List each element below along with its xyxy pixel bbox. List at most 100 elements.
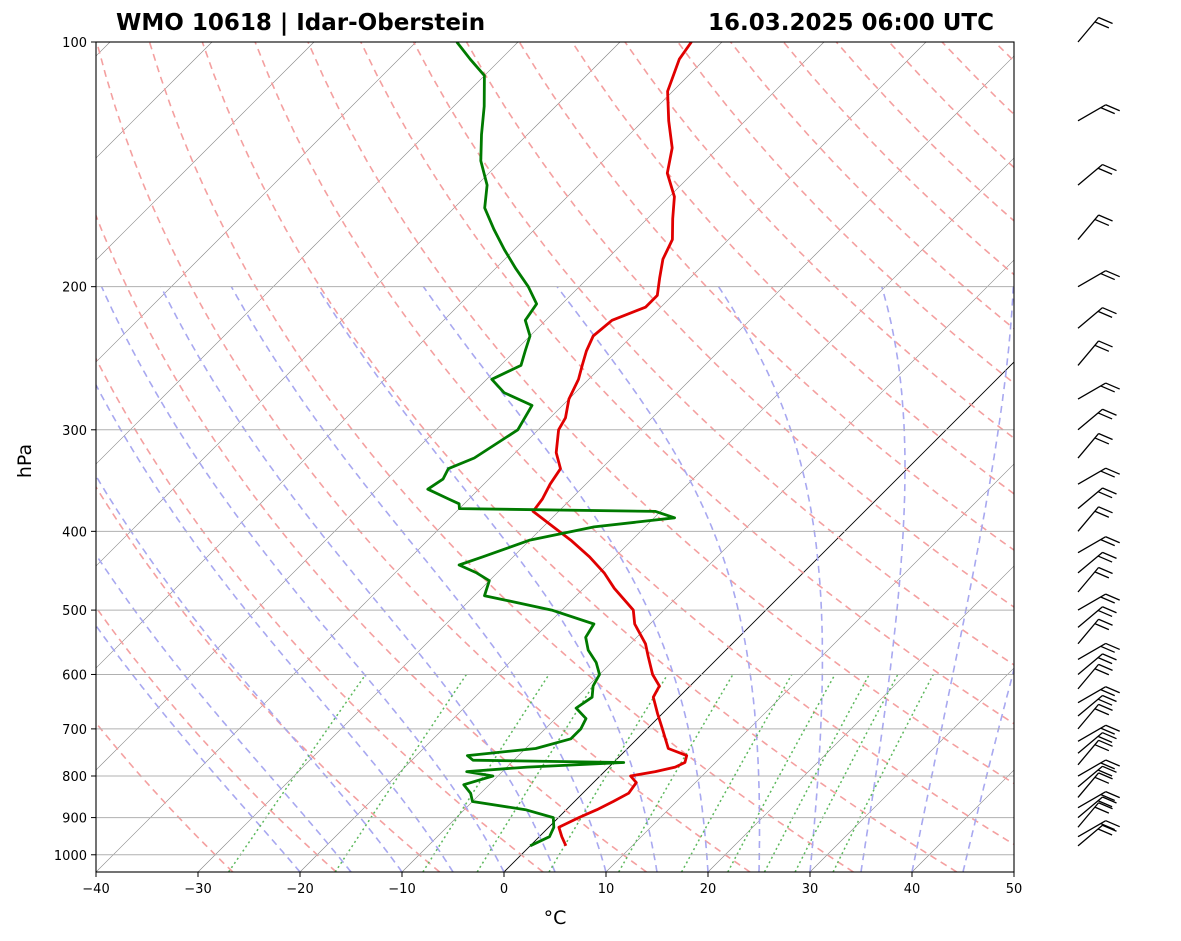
barb-flag: [1100, 689, 1115, 697]
y-tick-label: 900: [62, 812, 87, 827]
y-tick-label: 800: [62, 770, 87, 785]
moist-adiabat: [422, 286, 709, 872]
wind-barb: [1077, 16, 1113, 43]
barb-flag: [1102, 551, 1117, 559]
barb-flag: [1102, 824, 1117, 832]
barb-flag: [1094, 344, 1110, 352]
barb-flag: [1098, 16, 1113, 25]
wind-barb: [1077, 270, 1120, 288]
dry-adiabat: [360, 42, 1014, 725]
dry-adiabat: [201, 42, 958, 872]
wind-barb: [1077, 802, 1113, 828]
dry-adiabat: [624, 42, 1014, 440]
barb-flag: [1098, 703, 1113, 711]
barb-flag: [1100, 793, 1115, 802]
moist-adiabat: [96, 624, 301, 872]
chart-title: WMO 10618 | Idar-Oberstein: [116, 10, 485, 36]
barb-flag: [1098, 663, 1113, 671]
barb-flag: [1105, 791, 1120, 799]
x-tick-label: −40: [82, 882, 109, 897]
x-tick-label: 10: [598, 882, 615, 897]
barb-flag: [1097, 698, 1113, 706]
barb-flag: [1105, 724, 1120, 732]
dry-adiabat: [518, 42, 1014, 552]
plot-frame: [95, 41, 1015, 873]
barb-flag: [1098, 772, 1113, 780]
wind-barb: [1077, 820, 1120, 838]
wind-barb: [1077, 104, 1120, 122]
wind-barb: [1077, 163, 1117, 186]
barb-flag: [1094, 623, 1110, 631]
x-tick-label: −10: [388, 882, 415, 897]
moist-adiabat: [911, 286, 1014, 872]
dry-adiabat: [96, 356, 544, 872]
moist-adiabat: [556, 286, 761, 872]
wind-barb: [1077, 432, 1113, 459]
barb-flag: [1097, 167, 1113, 175]
isotherm: [707, 565, 1014, 872]
y-tick-label: 1000: [54, 849, 87, 864]
barb-flag: [1105, 642, 1120, 651]
isotherm: [96, 42, 621, 567]
isotherm: [197, 55, 1014, 872]
y-tick-label: 100: [62, 36, 87, 51]
x-axis: −40 −30 −20 −10 0 10 20 30 40 50: [82, 872, 1022, 897]
barb-flag: [1094, 218, 1110, 227]
barb-flag: [1105, 593, 1120, 601]
barb-flag: [1102, 487, 1117, 495]
isotherm: [96, 42, 825, 771]
mixing-ratio-line: [727, 674, 836, 872]
wind-barb: [1077, 214, 1113, 240]
barb-flag: [1098, 506, 1113, 514]
y-axis-label: hPa: [14, 444, 36, 478]
wind-barb: [1077, 732, 1117, 754]
barb-flag: [1105, 820, 1120, 828]
barb-flag: [1097, 828, 1113, 836]
wind-barb: [1077, 686, 1120, 704]
wind-barb: [1077, 506, 1113, 532]
barb-flag: [1098, 340, 1113, 348]
barb-flag: [1097, 735, 1113, 743]
barb-flag: [1094, 668, 1110, 676]
wind-barb: [1077, 566, 1113, 593]
barb-flag: [1102, 732, 1117, 740]
barb-flag: [1100, 645, 1115, 653]
y-tick-label: 200: [62, 281, 87, 296]
barb-flag: [1097, 769, 1113, 777]
wind-barb: [1077, 536, 1120, 554]
barb-flag: [1094, 806, 1110, 814]
mixing-ratio-line: [794, 674, 899, 872]
barb-flag: [1102, 694, 1117, 703]
wind-barb: [1077, 606, 1117, 628]
x-tick-label: −30: [184, 882, 211, 897]
wind-barbs: [1077, 16, 1120, 847]
dry-adiabat: [96, 485, 441, 872]
wind-barb: [1077, 551, 1117, 574]
x-tick-label: 50: [1006, 882, 1023, 897]
moist-adiabat: [100, 286, 505, 872]
barb-flag: [1100, 539, 1115, 547]
y-tick-label: 400: [62, 525, 87, 540]
y-tick-label: 300: [62, 424, 87, 439]
barb-flag: [1094, 744, 1110, 752]
barb-flag: [1100, 470, 1115, 478]
dewpoint-line: [426, 42, 676, 848]
dry-adiabat: [96, 42, 751, 872]
wind-barb: [1077, 340, 1113, 366]
wind-barb: [1077, 796, 1117, 819]
wind-barb: [1077, 408, 1117, 431]
mixing-ratio-line: [227, 674, 367, 872]
barb-flag: [1097, 412, 1113, 420]
wind-barb: [1077, 642, 1120, 661]
barb-flag: [1105, 686, 1120, 694]
zero-isotherm: [503, 361, 1014, 872]
mixing-ratio-line: [763, 674, 870, 872]
barb-flag: [1105, 382, 1120, 390]
y-tick-label: 600: [62, 668, 87, 683]
wind-barb: [1077, 382, 1120, 400]
isotherm: [605, 463, 1014, 872]
wind-barb: [1077, 487, 1117, 510]
barb-flag: [1100, 822, 1115, 831]
barb-flag: [1094, 708, 1110, 716]
